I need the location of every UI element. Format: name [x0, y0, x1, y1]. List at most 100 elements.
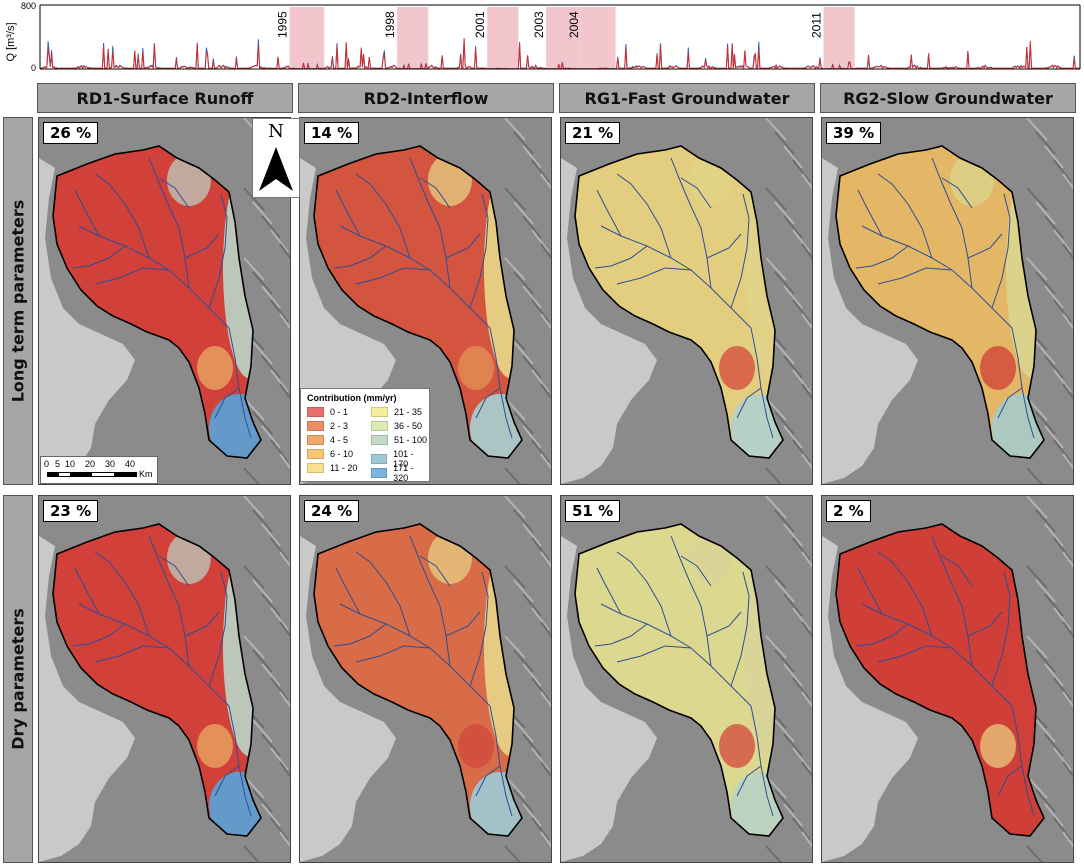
- terrain-ridge: [1035, 579, 1056, 603]
- contribution-percentage: 39 %: [826, 122, 882, 144]
- river-line: [997, 765, 1023, 797]
- terrain-ridge: [270, 747, 289, 771]
- river-line: [967, 611, 1003, 637]
- map-panel: 51 %: [560, 495, 813, 863]
- catchment-map: [300, 496, 551, 862]
- terrain-ridge: [252, 509, 273, 533]
- map-panel: 21 %: [560, 117, 813, 485]
- terrain-ridge: [1053, 537, 1072, 561]
- river-line: [72, 245, 126, 269]
- sea-area: [300, 496, 396, 862]
- river-line: [736, 765, 762, 797]
- terrain-ridge: [252, 341, 273, 365]
- map-panel: 2 %: [821, 495, 1074, 863]
- river-line: [594, 245, 648, 269]
- terrain-ridge: [531, 299, 550, 323]
- terrain-ridge: [261, 733, 281, 757]
- river-line: [409, 157, 451, 289]
- terrain-ridge: [765, 565, 787, 589]
- terrain-ridge: [1053, 677, 1072, 701]
- terrain-ridge: [252, 719, 273, 743]
- river-line: [616, 645, 692, 663]
- river-line: [78, 225, 230, 329]
- map-panel: 39 %: [821, 117, 1074, 485]
- column-title: RD2-Interflow: [363, 88, 489, 108]
- catchment-boundary: [574, 145, 784, 459]
- terrain-ridge: [270, 299, 289, 323]
- river-line: [158, 177, 190, 209]
- river-line: [730, 193, 750, 309]
- legend-label: 171 - 320: [393, 463, 414, 483]
- river-line: [158, 555, 190, 587]
- river-line: [596, 567, 622, 615]
- terrain-ridge: [792, 159, 811, 183]
- river-line: [991, 193, 1011, 309]
- legend-swatch: [307, 421, 324, 431]
- river-line: [409, 535, 451, 667]
- river-line: [94, 173, 150, 259]
- terrain-ridge: [513, 579, 534, 603]
- scale-tick-label: 20: [85, 459, 96, 469]
- river-line: [596, 189, 622, 237]
- terrain-ridge: [243, 257, 265, 281]
- north-arrow-icon: [259, 147, 293, 191]
- column-header-fast-groundwater: RG1-Fast Groundwater: [559, 83, 815, 113]
- terrain-ridge: [1026, 635, 1048, 659]
- legend-swatch: [371, 421, 388, 431]
- river-line: [991, 571, 1011, 687]
- river-line: [616, 173, 672, 259]
- terrain-ridge: [774, 719, 795, 743]
- contribution-zone: [719, 346, 755, 390]
- river-line: [736, 387, 762, 419]
- river-line: [184, 611, 220, 637]
- terrain-ridge: [801, 691, 812, 708]
- river-line: [333, 245, 387, 269]
- terrain-ridge: [540, 453, 551, 470]
- terrain-ridge: [261, 285, 281, 309]
- terrain-ridge: [783, 145, 803, 169]
- terrain-ridge: [792, 369, 811, 393]
- column-header-slow-groundwater: RG2-Slow Groundwater: [820, 83, 1076, 113]
- legend-entry: 21 - 35: [371, 407, 422, 417]
- legend-label: 4 - 5: [330, 435, 349, 445]
- terrain-ridge: [531, 817, 550, 841]
- terrain-ridge: [792, 537, 811, 561]
- river-line: [857, 189, 883, 237]
- terrain-ridge: [540, 831, 551, 848]
- river-line: [74, 567, 100, 615]
- terrain-ridge: [261, 523, 281, 547]
- terrain-ridge: [801, 551, 812, 568]
- terrain-ridge: [1026, 565, 1048, 589]
- legend-label: 101 - 170: [393, 449, 414, 469]
- terrain-ridge: [522, 803, 542, 827]
- river-line: [72, 623, 126, 647]
- river-line: [148, 535, 190, 667]
- dry-period-label: 2001: [473, 11, 487, 38]
- terrain-ridge: [279, 383, 290, 400]
- terrain-ridge: [1062, 383, 1073, 400]
- terrain-ridge: [1035, 411, 1056, 435]
- terrain-ridge: [1062, 621, 1073, 638]
- terrain-ridge: [504, 565, 526, 589]
- column-header-surface-runoff: RD1-Surface Runoff: [37, 83, 293, 113]
- terrain-ridge: [252, 271, 273, 295]
- terrain-ridge: [1044, 145, 1064, 169]
- terrain-ridge: [522, 215, 542, 239]
- map-panel: 23 %: [38, 495, 291, 863]
- terrain-ridge: [522, 593, 542, 617]
- terrain-ridge: [1053, 747, 1072, 771]
- legend-label: 21 - 35: [394, 407, 423, 417]
- river-line: [706, 611, 742, 637]
- river-line: [877, 173, 933, 259]
- terrain-ridge: [270, 677, 289, 701]
- terrain-ridge: [774, 579, 795, 603]
- river-line: [877, 551, 933, 637]
- legend-entry: 36 - 50: [371, 421, 422, 431]
- legend-swatch: [371, 435, 388, 445]
- river-line: [184, 233, 220, 259]
- river-line: [730, 571, 750, 687]
- terrain-ridge: [243, 845, 260, 862]
- catchment-boundary: [52, 145, 262, 459]
- river-line: [355, 173, 411, 259]
- terrain-ridge: [270, 537, 289, 561]
